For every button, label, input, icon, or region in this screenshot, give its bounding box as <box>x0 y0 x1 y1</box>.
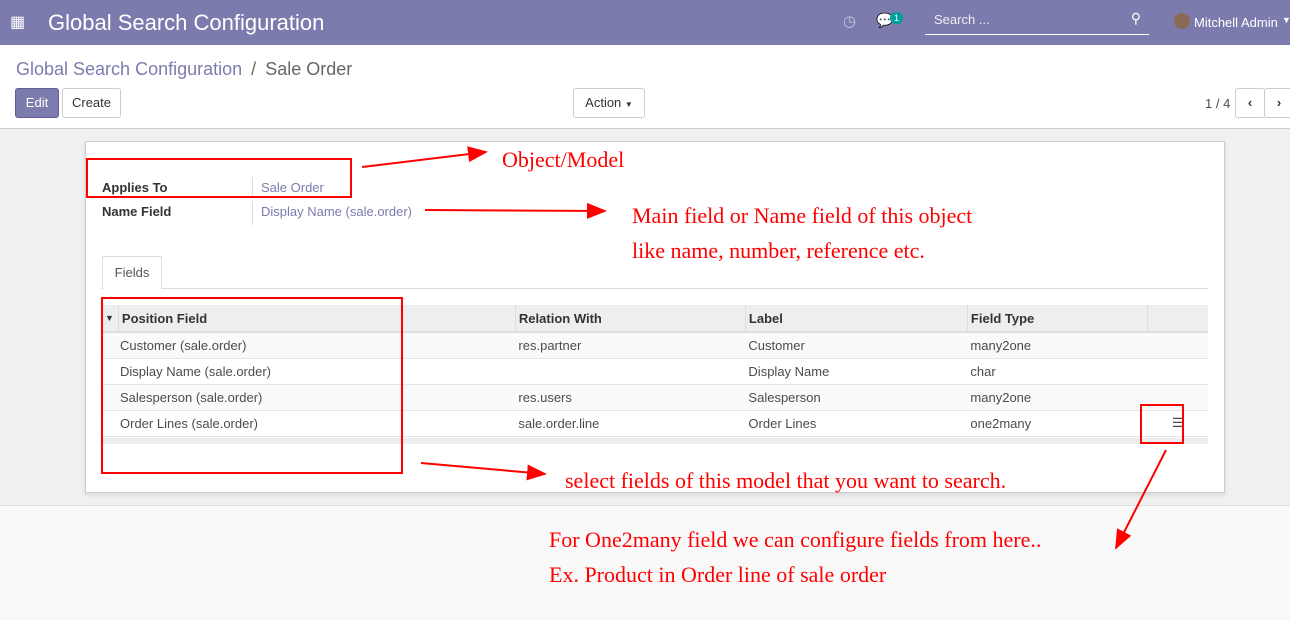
control-panel: Global Search Configuration / Sale Order… <box>0 45 1290 129</box>
chat-icon[interactable]: 💬 <box>876 12 894 28</box>
sort-caret-icon[interactable]: ▼ <box>101 305 119 333</box>
edit-button[interactable]: Edit <box>15 88 59 118</box>
cell-position-field: Customer (sale.order) <box>101 332 516 359</box>
breadcrumb-parent[interactable]: Global Search Configuration <box>16 59 243 79</box>
breadcrumb-current: Sale Order <box>265 59 353 79</box>
highlight-box <box>86 158 352 198</box>
clock-icon[interactable]: ◷ <box>843 13 857 30</box>
create-button[interactable]: Create <box>62 88 121 118</box>
annotation-text: For One2many field we can configure fiel… <box>549 527 1042 552</box>
cell-position-field: Salesperson (sale.order) <box>101 384 516 411</box>
table-row[interactable]: Display Name (sale.order) Display Name cha… <box>101 358 1208 385</box>
col-field-type[interactable]: Field Type <box>967 305 1148 333</box>
table-row[interactable]: Order Lines (sale.order) sale.order.line O… <box>101 410 1208 437</box>
caret-down-icon: ▼ <box>1282 15 1290 25</box>
pager-next-button[interactable]: › <box>1264 88 1290 118</box>
annotation-text: like name, number, reference etc. <box>632 238 925 263</box>
col-relation-with[interactable]: Relation With <box>515 305 746 333</box>
tab-fields[interactable]: Fields <box>102 256 162 289</box>
search-icon[interactable]: ⚲ <box>1130 10 1141 26</box>
table-cell: many2one <box>967 332 1148 359</box>
table-cell: one2many <box>967 410 1148 437</box>
breadcrumb: Global Search Configuration / Sale Order <box>16 59 352 80</box>
name-field-label: Name Field <box>102 204 172 219</box>
apps-menu-icon[interactable]: ▦ <box>10 14 26 31</box>
annotation-text: Ex. Product in Order line of sale order <box>549 562 887 587</box>
pager-value[interactable]: 1 / 4 <box>1205 96 1231 111</box>
table-cell: res.partner <box>515 332 746 359</box>
table-cell: Customer <box>745 332 968 359</box>
highlight-box <box>1140 404 1184 444</box>
table-cell: Order Lines <box>745 410 968 437</box>
arrow <box>1115 449 1167 550</box>
fields-table: ▼ Position Field Relation With Label Fie… <box>101 305 1208 437</box>
table-cell: sale.order.line <box>515 410 746 437</box>
arrow <box>361 146 488 168</box>
table-cell: res.users <box>515 384 746 411</box>
action-label: Action <box>585 95 622 110</box>
table-cell: many2one <box>967 384 1148 411</box>
table-cell <box>515 358 746 385</box>
app-title: Global Search Configuration <box>48 10 325 35</box>
navbar: ▦ Global Search Configuration ◷ 💬 1 Sear… <box>0 0 1290 45</box>
table-cell: char <box>967 358 1148 385</box>
highlight-box <box>101 297 403 474</box>
avatar <box>1174 13 1190 29</box>
applies-to-label: Applies To <box>102 180 168 195</box>
chat-badge: 1 <box>890 12 904 24</box>
arrow <box>420 462 547 481</box>
arrow <box>424 202 607 219</box>
name-field-value[interactable]: Display Name (sale.order) <box>261 204 412 219</box>
col-label[interactable]: Label <box>745 305 968 333</box>
breadcrumb-sep: / <box>251 59 257 79</box>
col-position-field[interactable]: Position Field <box>118 305 516 333</box>
applies-to-value[interactable]: Sale Order <box>261 180 324 195</box>
table-row[interactable]: Salesperson (sale.order) res.users Salespe… <box>101 384 1208 411</box>
configure-list-icon[interactable]: ☰ <box>1147 410 1208 437</box>
annotation-text: select fields of this model that you wan… <box>565 468 1007 493</box>
cell-position-field: Order Lines (sale.order) <box>101 410 516 437</box>
user-menu[interactable]: Mitchell Admin <box>1194 15 1278 30</box>
table-cell: Salesperson <box>745 384 968 411</box>
annotation-text: Main field or Name field of this object <box>632 203 973 228</box>
table-row[interactable]: Customer (sale.order) res.partner Customer… <box>101 332 1208 359</box>
annotation-text: Object/Model <box>502 147 625 172</box>
search-placeholder: Search ... <box>934 12 990 27</box>
cell-position-field: Display Name (sale.order) <box>101 358 516 385</box>
search-input[interactable]: Search ... ⚲ <box>925 8 1149 35</box>
table-cell: Display Name <box>745 358 968 385</box>
action-dropdown[interactable]: Action ▼ <box>573 88 645 118</box>
